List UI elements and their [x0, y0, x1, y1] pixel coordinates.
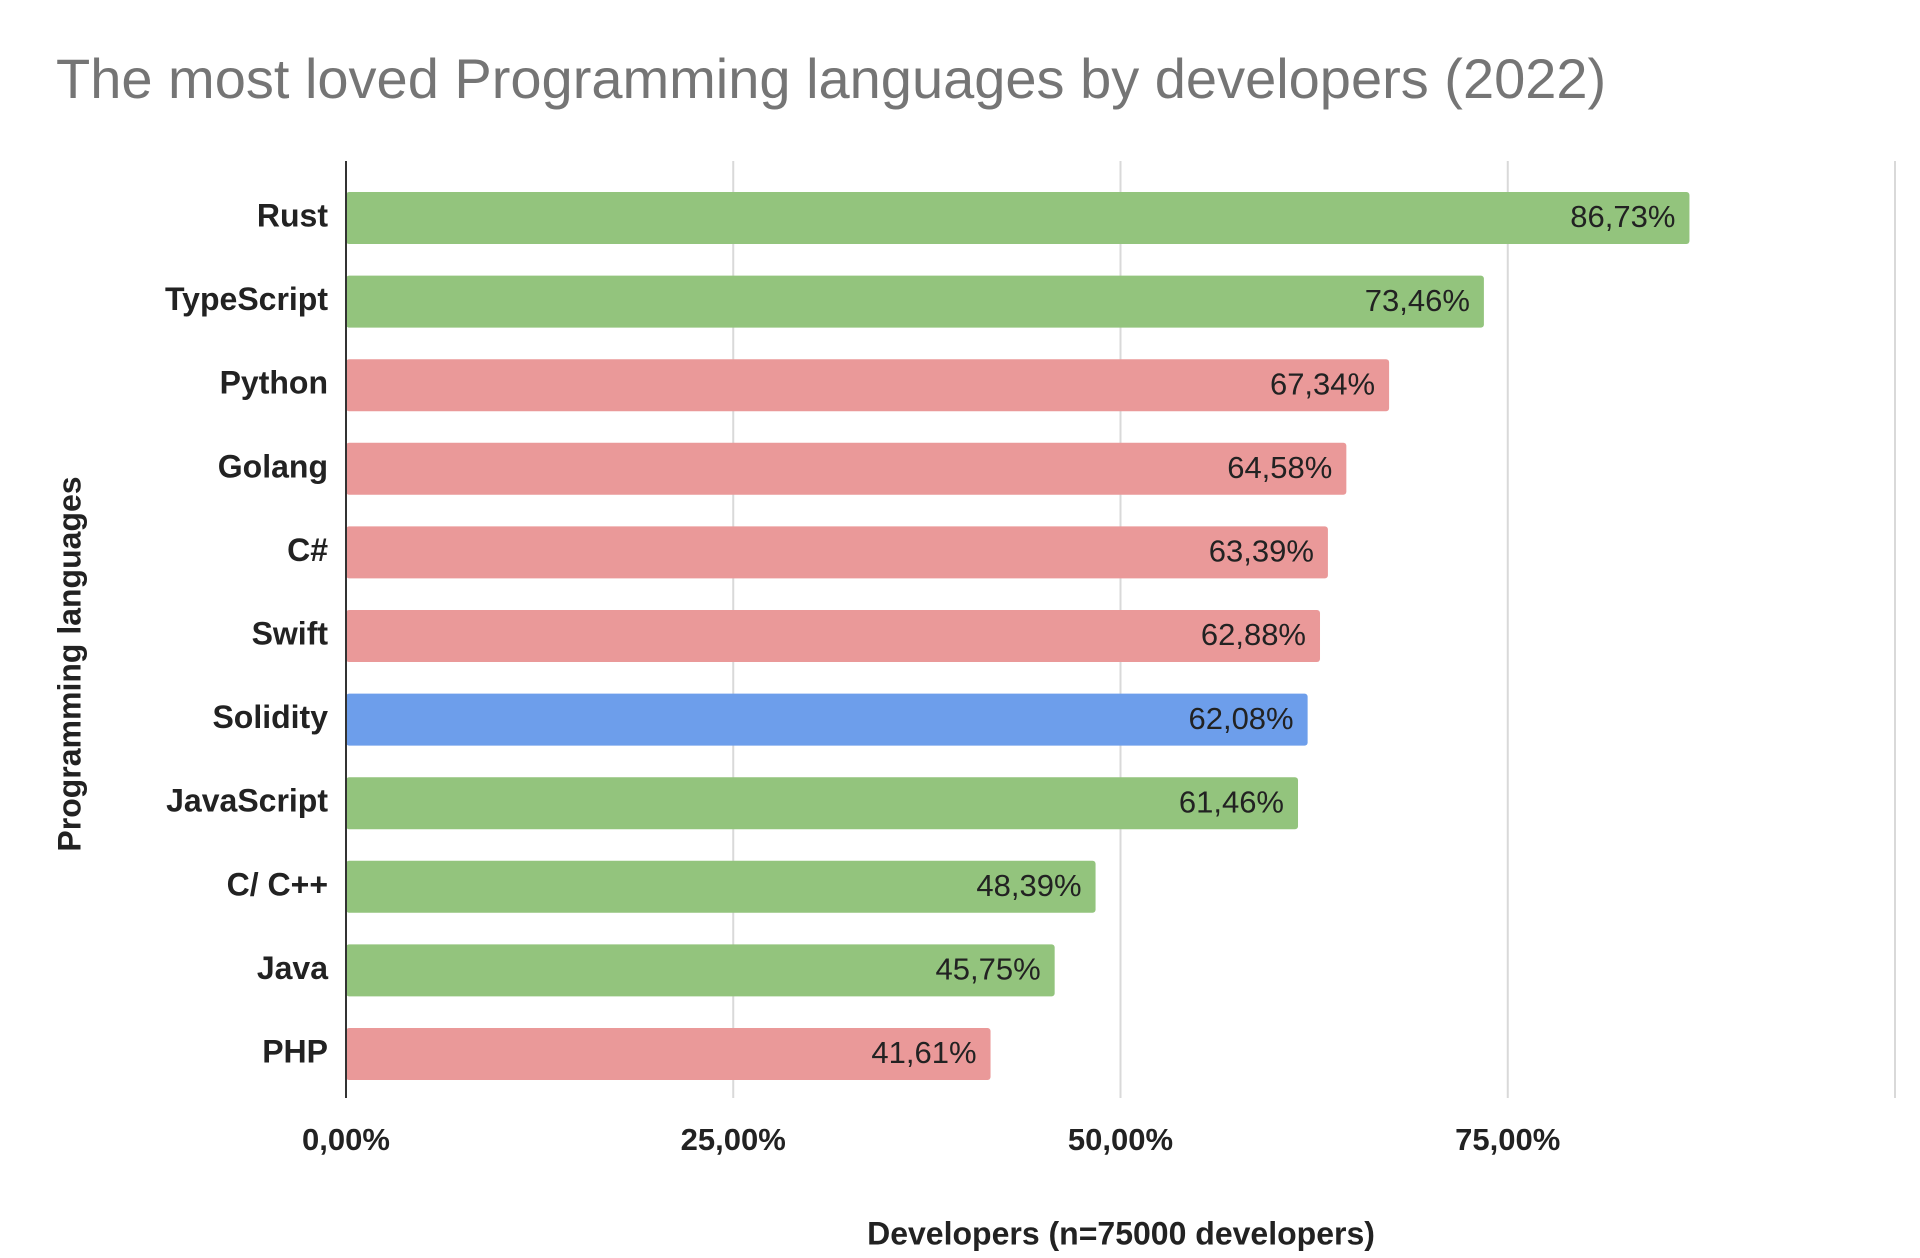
y-tick-label: JavaScript [166, 783, 328, 819]
bar [346, 359, 1390, 412]
chart-title: The most loved Programming languages by … [56, 47, 1606, 110]
y-tick-label: Swift [252, 615, 329, 651]
bar [346, 442, 1347, 495]
y-tick-label: Solidity [212, 699, 328, 735]
value-label: 86,73% [1570, 199, 1675, 234]
y-tick-label: Java [257, 950, 328, 986]
value-label: 62,08% [1188, 701, 1293, 736]
value-label: 62,88% [1201, 617, 1306, 652]
y-tick-label: Python [220, 365, 328, 401]
value-label: 41,61% [871, 1035, 976, 1070]
bar [346, 693, 1308, 746]
x-tick-label: 25,00% [681, 1122, 786, 1157]
x-tick-label: 0,00% [302, 1122, 390, 1157]
value-label: 61,46% [1179, 784, 1284, 819]
bar [346, 275, 1484, 328]
y-tick-label: PHP [262, 1033, 328, 1069]
value-label: 73,46% [1365, 283, 1470, 318]
bar [346, 944, 1055, 997]
bar [346, 610, 1321, 662]
bar [346, 860, 1096, 913]
value-label: 48,39% [976, 868, 1081, 903]
x-tick-label: 75,00% [1455, 1122, 1560, 1157]
value-label: 67,34% [1270, 366, 1375, 401]
value-label: 45,75% [936, 952, 1041, 987]
y-tick-label: TypeScript [165, 281, 328, 317]
bar [346, 1028, 991, 1080]
value-label: 64,58% [1227, 450, 1332, 485]
value-label: 63,39% [1209, 534, 1314, 569]
bar [346, 192, 1690, 244]
x-axis-title: Developers (n=75000 developers) [867, 1215, 1375, 1251]
bar [346, 526, 1328, 579]
y-tick-label: C/ C++ [227, 866, 328, 902]
y-axis-title: Programming languages [51, 476, 87, 851]
x-tick-label: 50,00% [1068, 1122, 1173, 1157]
bar [346, 777, 1299, 830]
y-tick-label: Golang [218, 448, 328, 484]
y-tick-label: Rust [257, 197, 328, 233]
y-tick-label: C# [287, 532, 328, 568]
